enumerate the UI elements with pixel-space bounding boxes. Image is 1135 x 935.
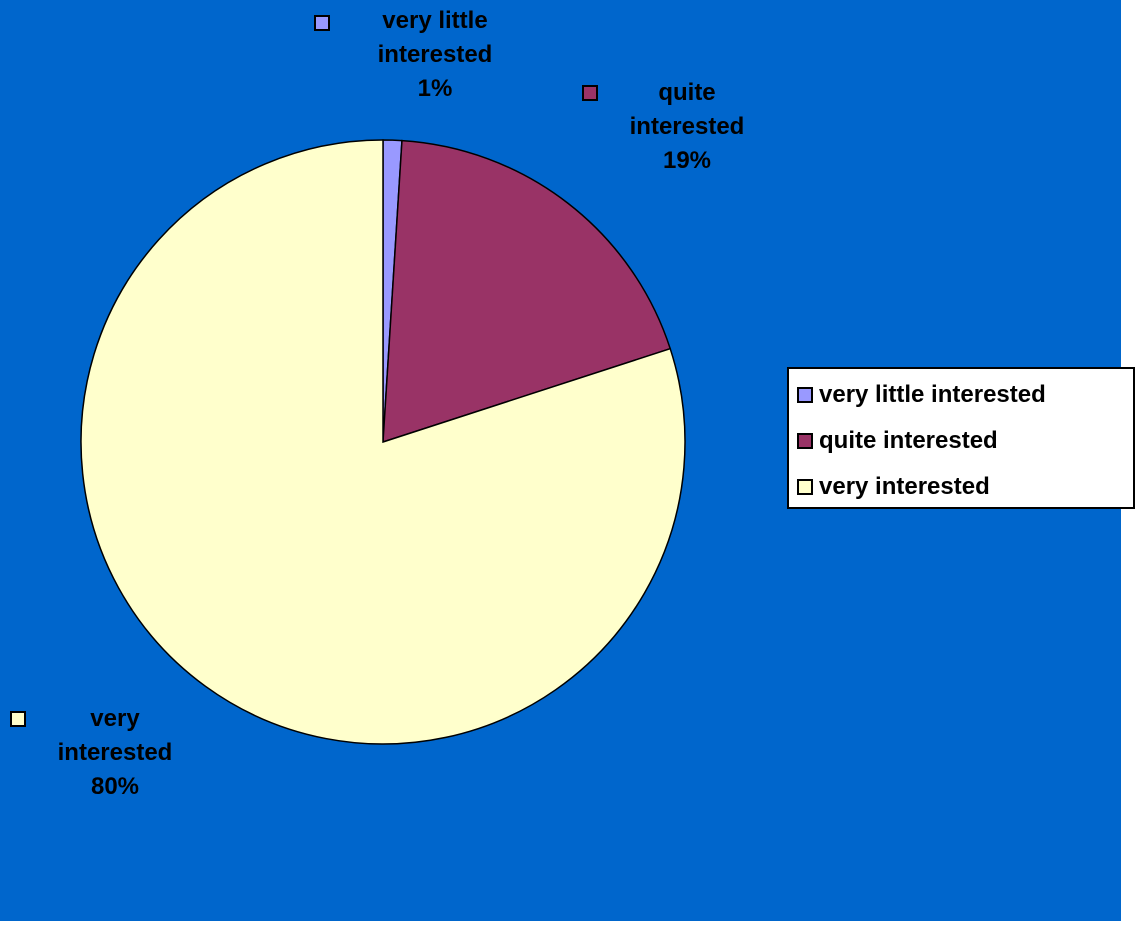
data-label-very-little-interested: very little interested 1%	[314, 4, 530, 106]
data-label-swatch	[314, 15, 330, 31]
data-label-line: 1%	[417, 75, 453, 102]
pie-slice-very-interested	[80, 139, 686, 745]
legend-swatch	[797, 433, 813, 449]
pie-slice-quite-interested	[382, 139, 672, 444]
data-label-line: 80%	[90, 773, 140, 800]
legend-label: very interested	[819, 473, 990, 500]
legend-label: quite interested	[819, 427, 998, 454]
data-label-line: very little	[382, 7, 488, 34]
data-label-line: 19%	[662, 147, 712, 174]
data-label-line: very	[90, 705, 140, 732]
legend-swatch	[797, 387, 813, 403]
legend-swatch	[797, 479, 813, 495]
data-label-line: quite	[658, 79, 716, 106]
legend-item-very-little-interested: very little interested	[797, 375, 1046, 415]
data-label-line: interested	[377, 41, 493, 68]
legend: very little interested quite interested …	[787, 367, 1135, 509]
legend-item-very-interested: very interested	[797, 467, 990, 507]
data-label-very-interested: very interested 80%	[10, 702, 210, 804]
legend-label: very little interested	[819, 381, 1046, 408]
data-label-line: interested	[57, 739, 173, 766]
data-label-quite-interested: quite interested 19%	[582, 76, 782, 178]
data-label-line: interested	[629, 113, 745, 140]
legend-item-quite-interested: quite interested	[797, 421, 998, 461]
pie-chart	[80, 139, 686, 745]
data-label-swatch	[582, 85, 598, 101]
data-label-swatch	[10, 711, 26, 727]
